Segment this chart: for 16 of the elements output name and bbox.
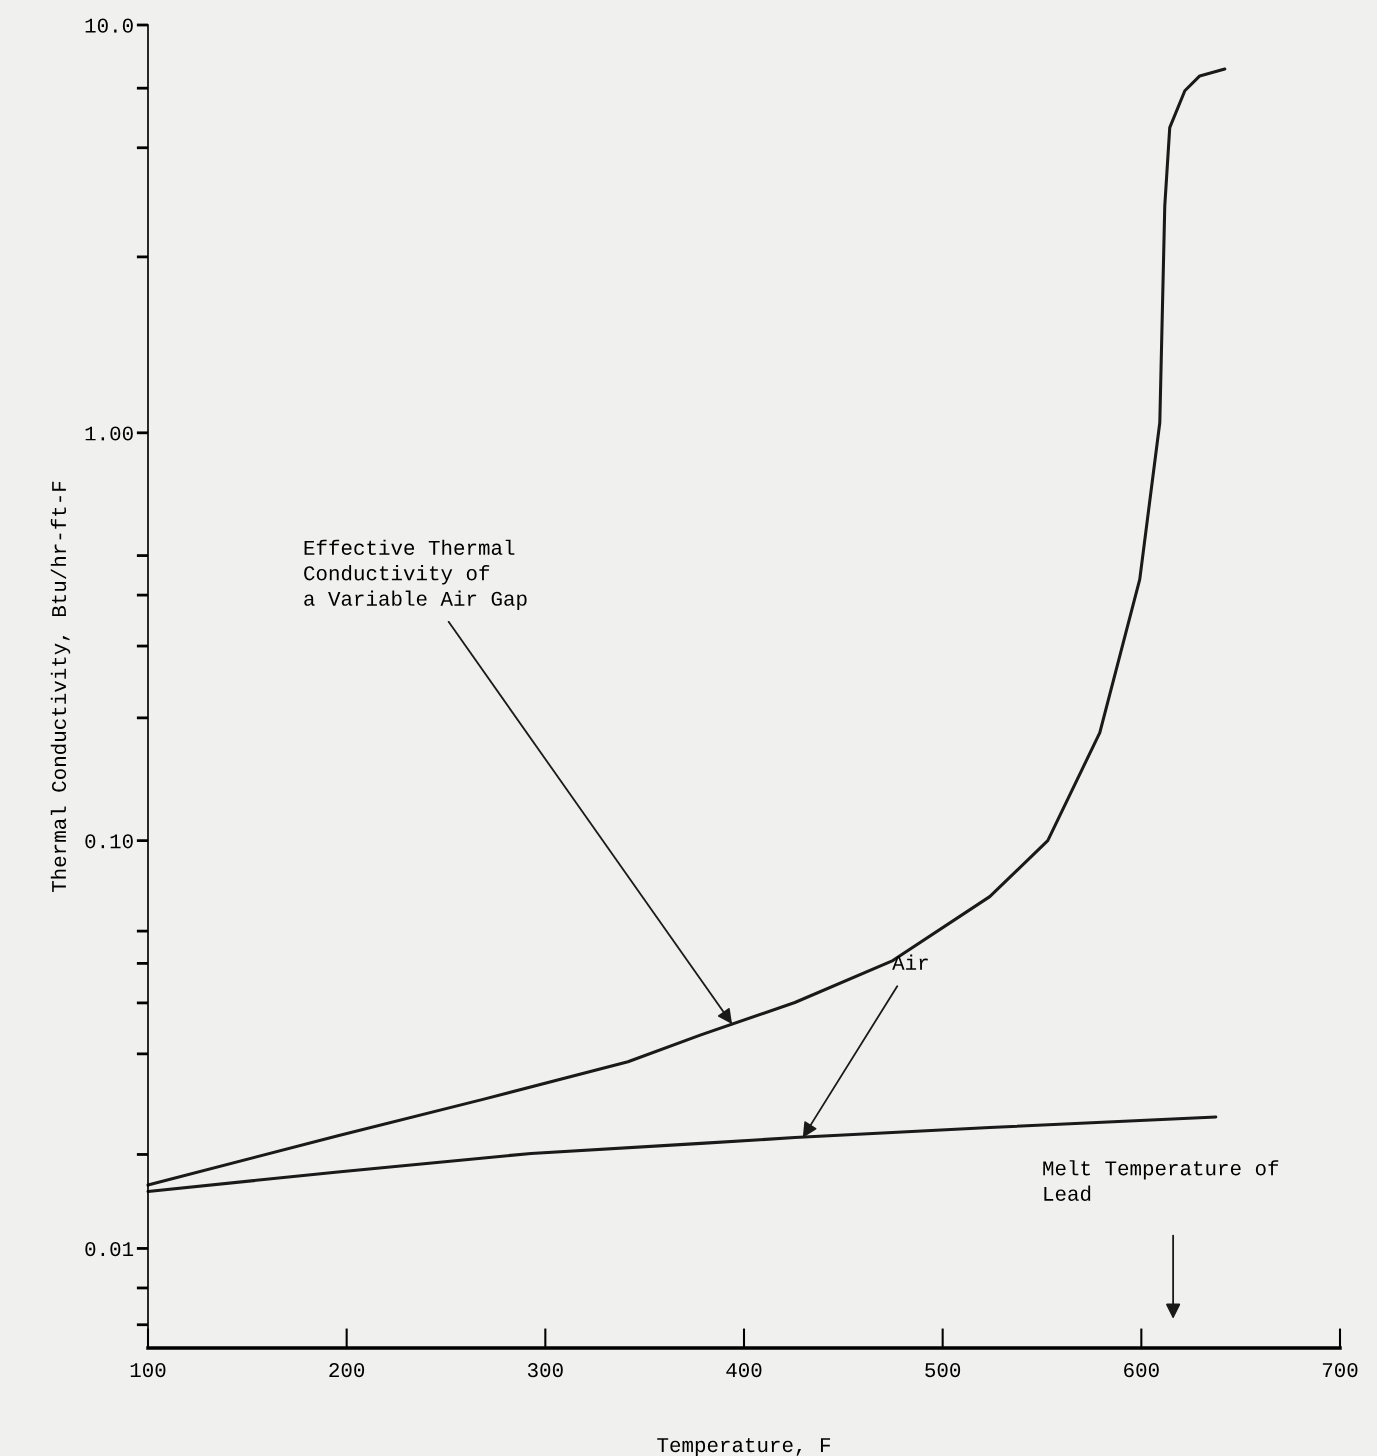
y-tick-label: 10.0: [85, 18, 133, 33]
annotation: Air: [892, 954, 928, 970]
x-tick-label: 200: [329, 1363, 365, 1378]
y-tick-label: 0.01: [85, 1242, 134, 1257]
x-tick-label: 600: [1124, 1363, 1159, 1378]
x-tick-label: 400: [726, 1363, 762, 1378]
x-tick-label: 100: [130, 1363, 166, 1378]
y-tick-label: 0.10: [85, 834, 133, 849]
x-tick-label: 300: [527, 1363, 563, 1378]
x-tick-label: 500: [925, 1363, 961, 1378]
x-axis-title: Temperature, F: [657, 1438, 831, 1456]
annotation: Effective Thermal Conductivity of a Variable Air Gap: [304, 539, 527, 610]
x-tick-label: 700: [1322, 1363, 1358, 1378]
y-axis-title: Thermal Conductivity, Btu/hr-ft-F: [50, 481, 71, 893]
annotation: Melt Temperature of Lead: [1043, 1160, 1279, 1201]
y-tick-label: 1.00: [85, 426, 133, 441]
